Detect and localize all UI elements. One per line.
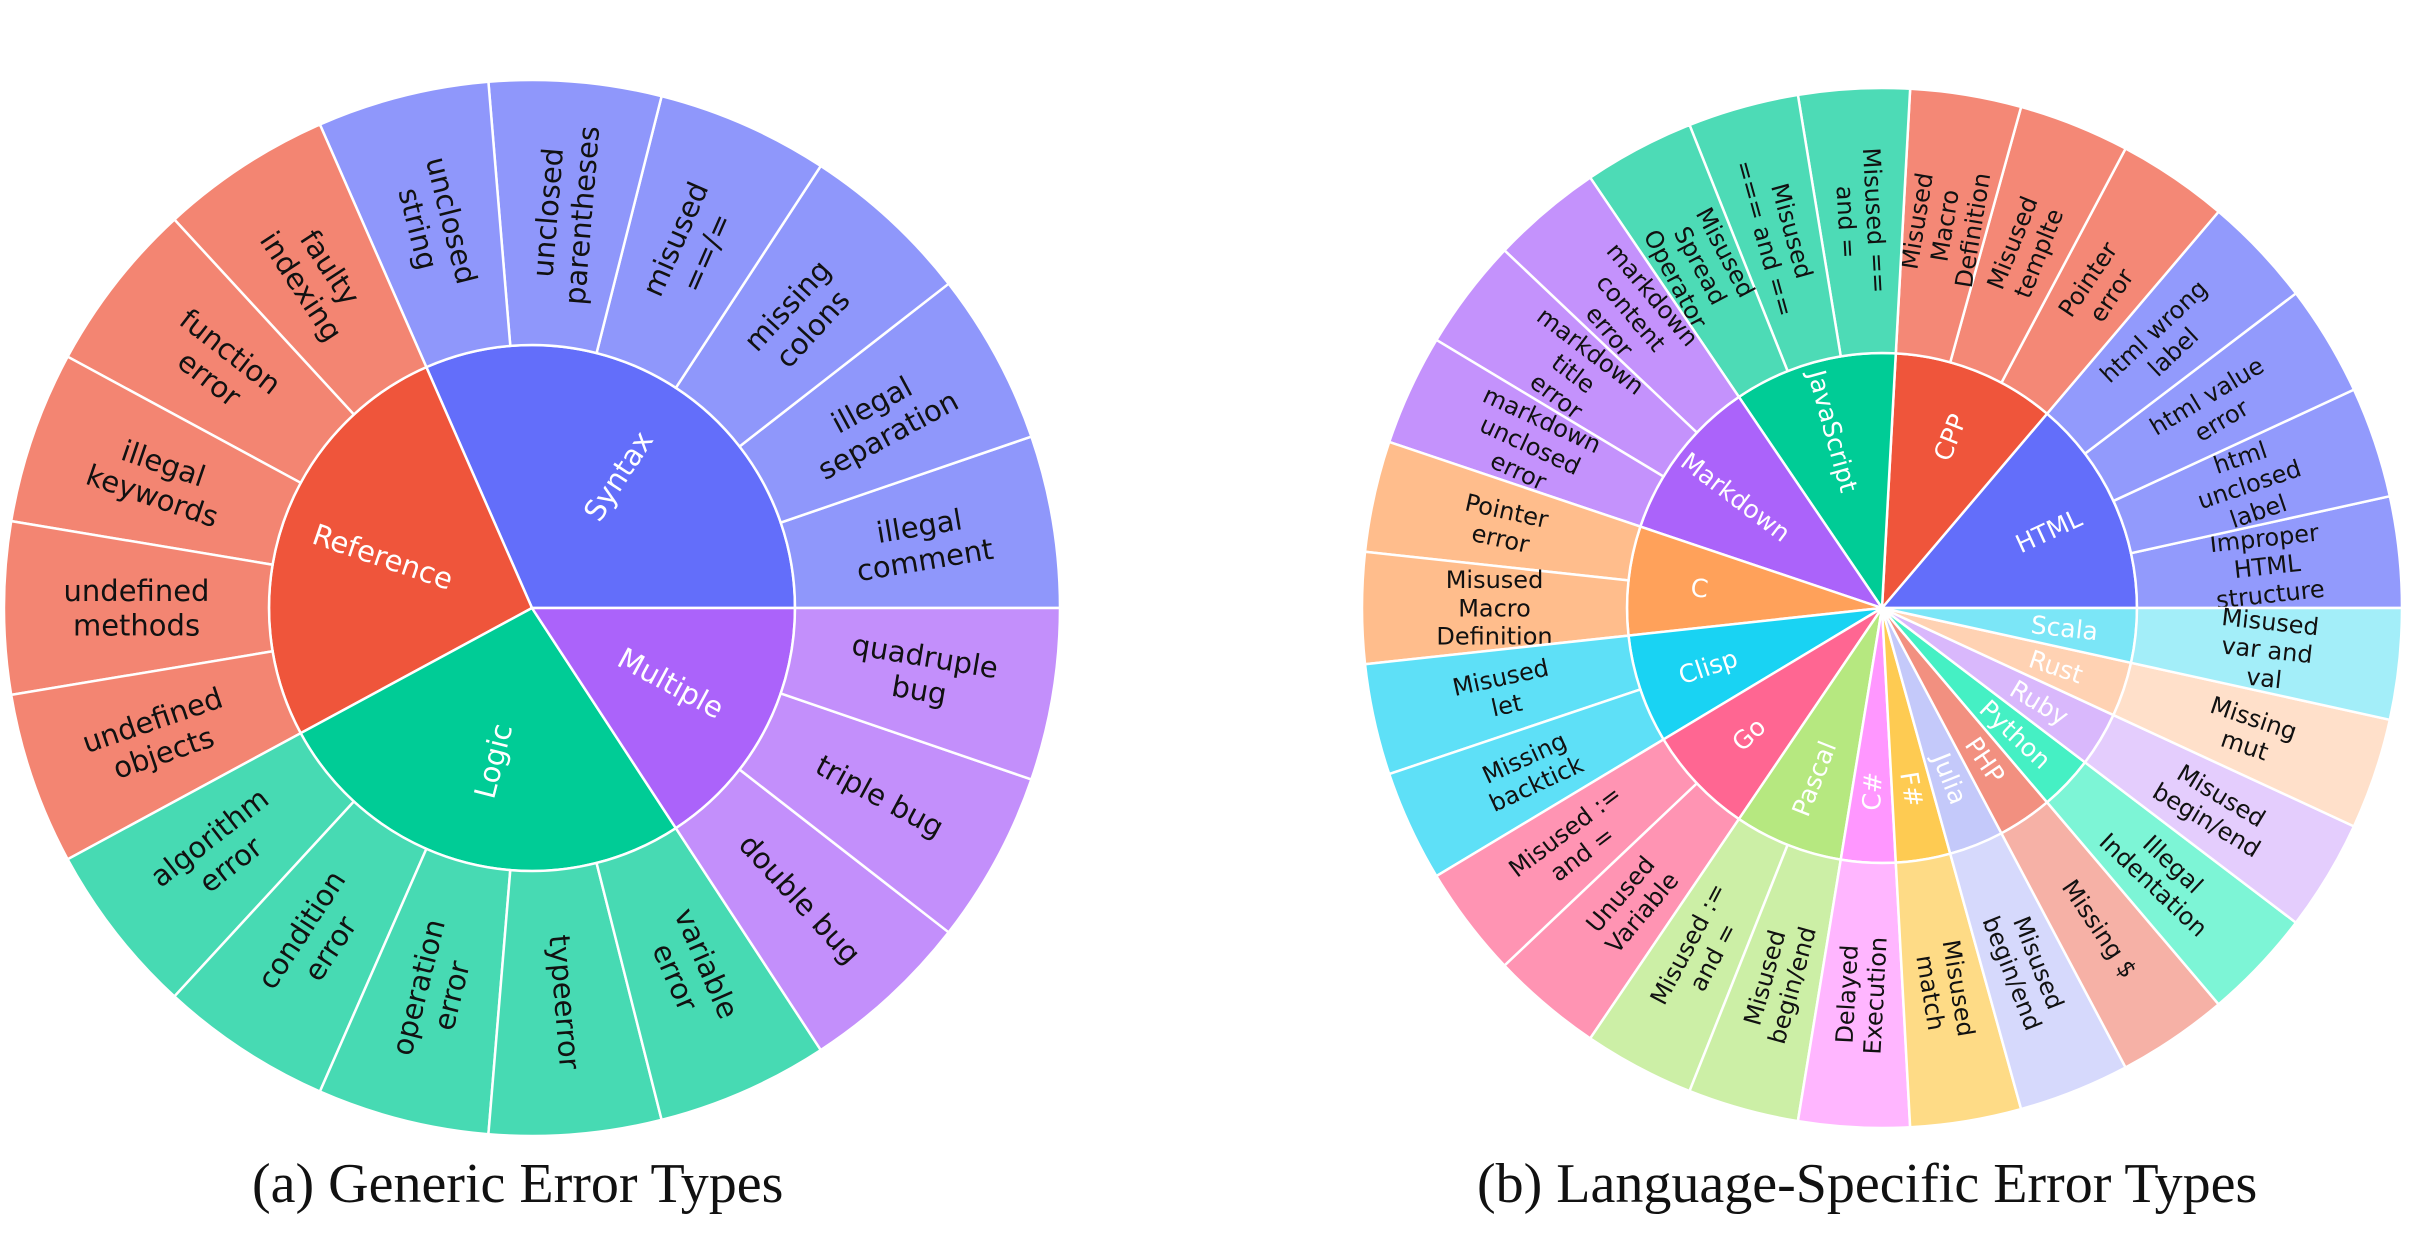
label-c: C — [1689, 573, 1709, 604]
label-html-html-unclosed-label: htmlunclosedlabel — [2185, 427, 2314, 541]
wedge-scala-misused-var-and-val[interactable] — [2129, 606, 2404, 722]
wedge-multiple-quadruple-bug[interactable] — [779, 606, 1062, 782]
label-c-pointer-error: Pointererror — [1456, 489, 1550, 562]
label-f: F# — [1894, 769, 1928, 809]
label-c: C# — [1857, 771, 1888, 811]
label-javascript-misused-spread-operator: MisusedSpreadOperator — [1638, 199, 1763, 334]
label-scala: Scala — [2029, 610, 2099, 646]
caption-language-specific-error-types: (b) Language-Specific Error Types — [1477, 1153, 2258, 1215]
sunburst-generic-error-types: illegalcommentillegalseparationmissingco… — [2, 78, 1062, 1138]
label-c-delayed-execution: DelayedExecution — [1830, 935, 1893, 1056]
label-c-misused-macro-definition: Misused Macro Definition — [1436, 566, 1552, 651]
sunburst-language-specific-error-types: ImproperHTMLstructurehtmlunclosedlabelht… — [1360, 86, 2404, 1130]
label-reference-undefined-methods: undefined methods — [64, 574, 210, 642]
caption-generic-error-types: (a) Generic Error Types — [252, 1153, 784, 1215]
